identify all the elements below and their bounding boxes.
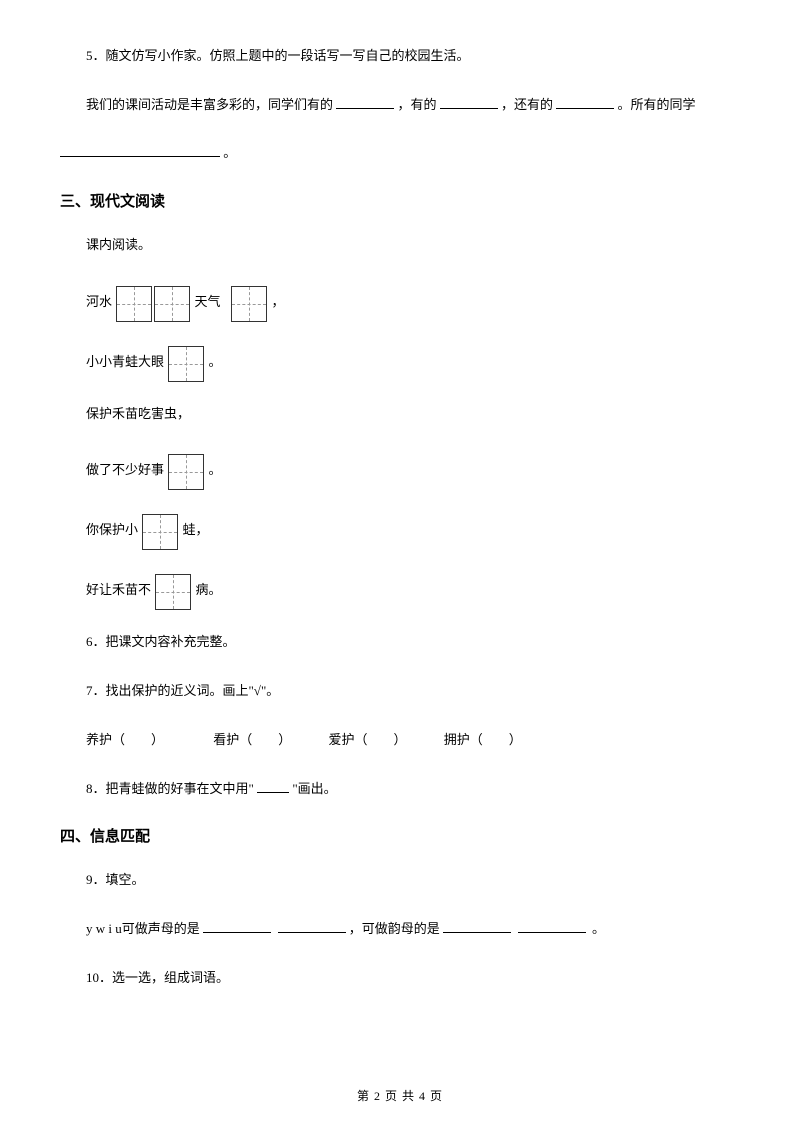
text-bing: 病。 (196, 582, 222, 597)
text-frog-eye: 小小青蛙大眼 (86, 354, 164, 369)
character-box[interactable] (168, 454, 204, 490)
text-heshui: 河水 (86, 294, 112, 309)
q9b: ，可做韵母的是 (349, 921, 440, 936)
q9-title: 9．填空。 (60, 868, 740, 893)
reading-intro: 课内阅读。 (60, 233, 740, 258)
character-box[interactable] (154, 286, 190, 322)
reading-line-2: 小小青蛙大眼 。 (60, 342, 740, 382)
q8: 8．把青蛙做的好事在文中用" "画出。 (60, 777, 740, 802)
q7: 7．找出保护的近义词。画上"√"。 (60, 679, 740, 704)
text-wa: 蛙， (183, 522, 209, 537)
character-box[interactable] (116, 286, 152, 322)
section-4-heading: 四、信息匹配 (60, 825, 740, 846)
q5-mid2: ，还有的 (501, 97, 553, 112)
fill-blank[interactable] (440, 96, 498, 109)
character-box[interactable] (155, 574, 191, 610)
q5-tail: 。 (223, 145, 236, 160)
reading-line-6: 好让禾苗不 病。 (60, 570, 740, 610)
reading-line-1: 河水 天气 ， (60, 282, 740, 322)
fill-blank[interactable] (60, 144, 220, 157)
text-tianqi: 天气 (195, 294, 221, 309)
q8a: 8．把青蛙做的好事在文中用" (86, 781, 254, 796)
q5-mid3: 。所有的同学 (618, 97, 696, 112)
character-box[interactable] (142, 514, 178, 550)
q9a: y w i u可做声母的是 (86, 921, 200, 936)
fill-blank[interactable] (203, 920, 271, 933)
q5-title: 5．随文仿写小作家。仿照上题中的一段话写一写自己的校园生活。 (60, 44, 740, 69)
character-box[interactable] (231, 286, 267, 322)
fill-blank[interactable] (556, 96, 614, 109)
fill-blank[interactable] (518, 920, 586, 933)
q10: 10．选一选，组成词语。 (60, 966, 740, 991)
text-goodthings: 做了不少好事 (86, 462, 164, 477)
q5-mid1: ，有的 (398, 97, 437, 112)
q6: 6．把课文内容补充完整。 (60, 630, 740, 655)
text-comma: ， (272, 294, 285, 309)
reading-line-3: 保护禾苗吃害虫， (60, 402, 740, 427)
q5-body-line2: 。 (60, 141, 740, 166)
fill-blank[interactable] (443, 920, 511, 933)
character-box[interactable] (168, 346, 204, 382)
opt-a[interactable]: 养护（ ） (86, 732, 164, 747)
q9c: 。 (592, 921, 605, 936)
q7-options: 养护（ ） 看护（ ） 爱护（ ） 拥护（ ） (60, 728, 740, 753)
fill-blank[interactable] (257, 780, 289, 793)
q9-body: y w i u可做声母的是 ，可做韵母的是 。 (60, 917, 740, 942)
fill-blank[interactable] (278, 920, 346, 933)
opt-d[interactable]: 拥护（ ） (444, 732, 522, 747)
text-period: 。 (209, 354, 222, 369)
section-3-heading: 三、现代文阅读 (60, 190, 740, 211)
q5-body: 我们的课间活动是丰富多彩的，同学们有的 ，有的 ，还有的 。所有的同学 (60, 93, 740, 118)
reading-line-4: 做了不少好事 。 (60, 450, 740, 490)
opt-c[interactable]: 爱护（ ） (329, 732, 407, 747)
fill-blank[interactable] (336, 96, 394, 109)
page-footer: 第 2 页 共 4 页 (0, 1087, 800, 1104)
reading-line-5: 你保护小 蛙， (60, 510, 740, 550)
q8b: "画出。 (292, 781, 336, 796)
opt-b[interactable]: 看护（ ） (213, 732, 291, 747)
page-content: 5．随文仿写小作家。仿照上题中的一段话写一写自己的校园生活。 我们的课间活动是丰… (0, 0, 800, 990)
text-hemao: 好让禾苗不 (86, 582, 151, 597)
q5-body-head: 我们的课间活动是丰富多彩的，同学们有的 (86, 97, 333, 112)
text-protect: 你保护小 (86, 522, 138, 537)
text-period: 。 (209, 462, 222, 477)
